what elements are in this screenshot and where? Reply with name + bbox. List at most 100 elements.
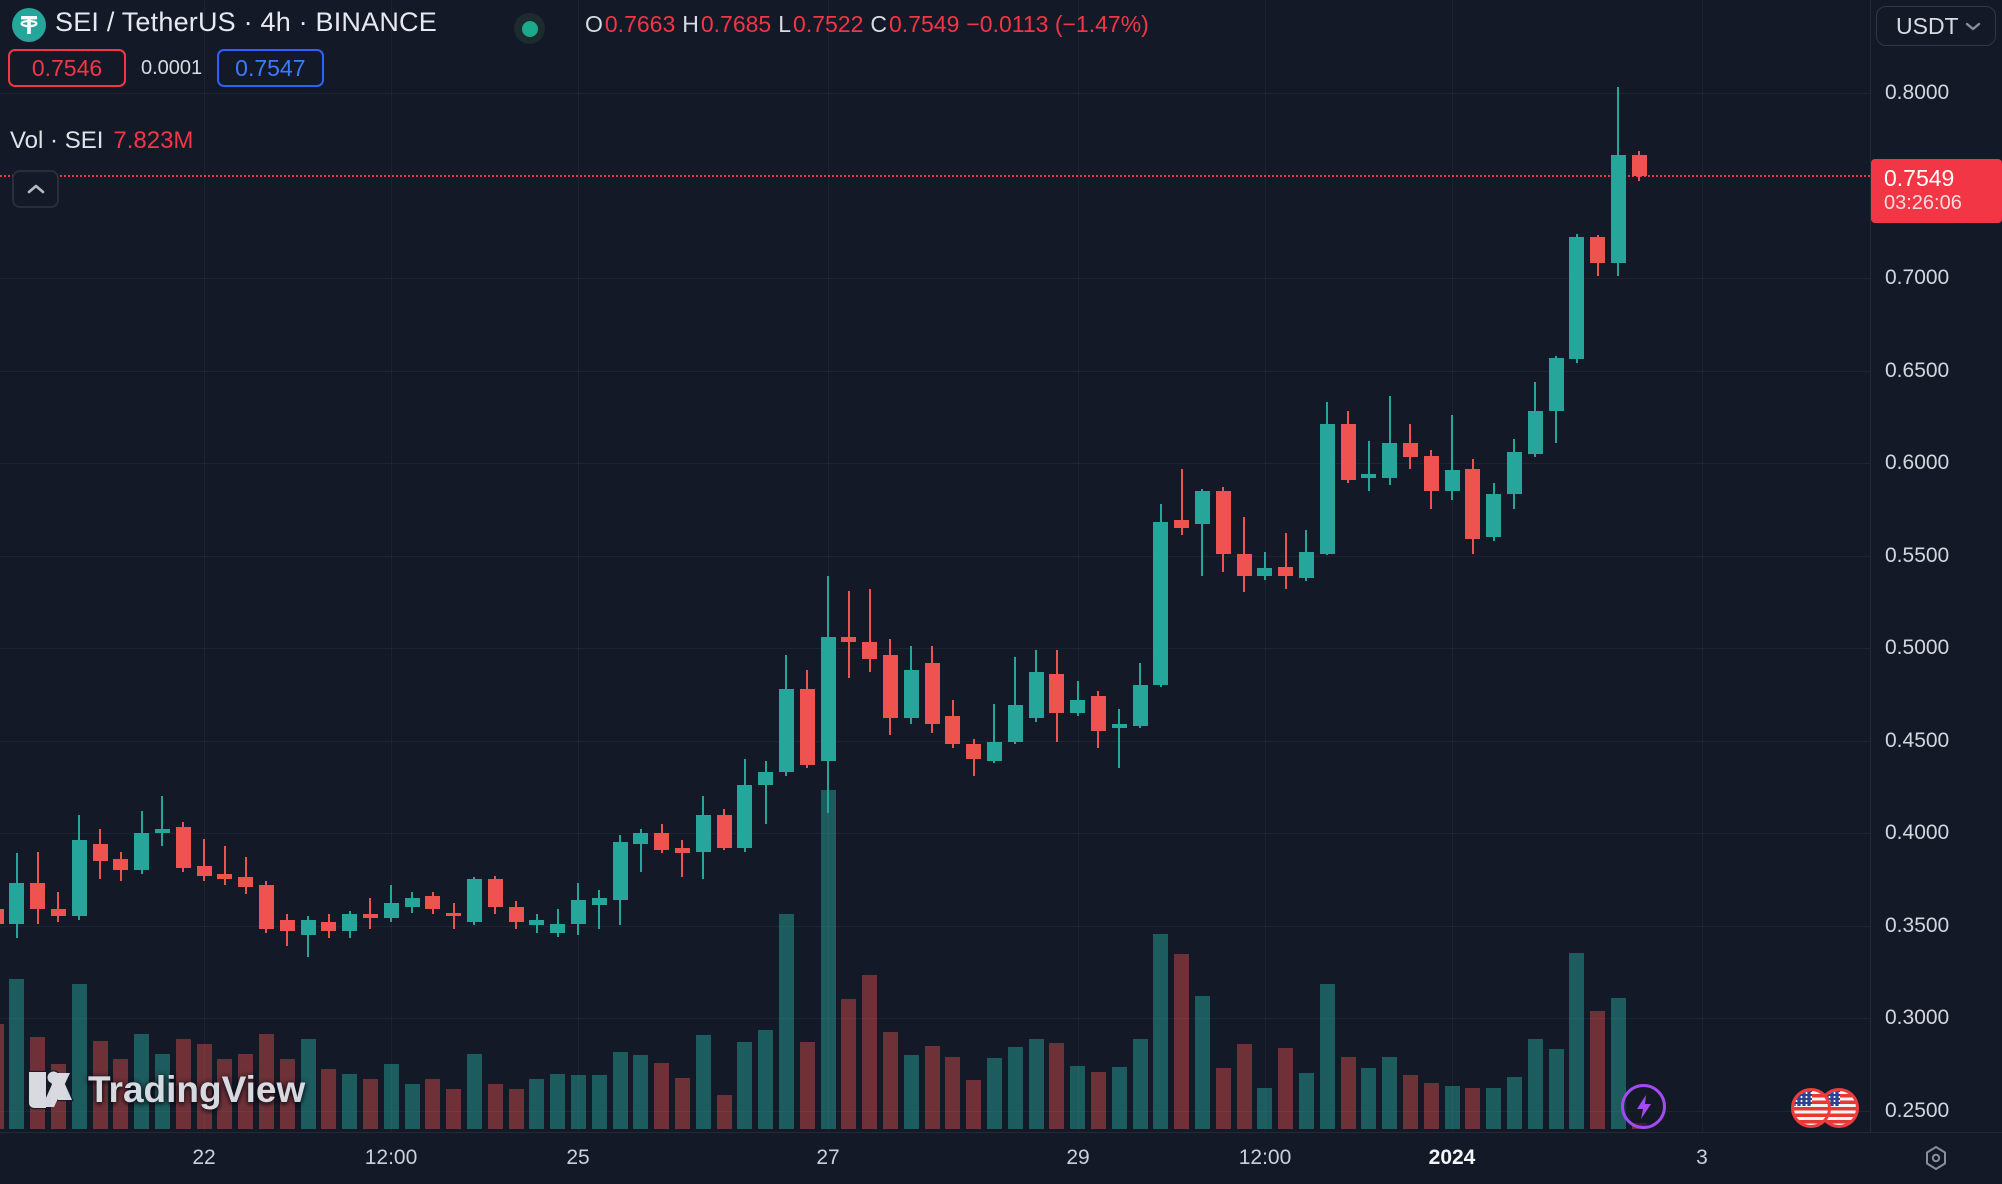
candle-body: [1194, 490, 1210, 525]
candle-body: [799, 688, 815, 765]
volume-bar: [1132, 1039, 1148, 1129]
candle-body: [1590, 237, 1606, 264]
candle-wick: [598, 890, 601, 930]
candle-body: [674, 847, 690, 854]
symbol-title[interactable]: SEI / TetherUS · 4h · BINANCE: [55, 7, 437, 37]
candle-body: [820, 636, 836, 761]
time-gridline: [1702, 0, 1703, 1132]
tradingview-logo-icon: [27, 1070, 74, 1110]
candle-wick: [639, 829, 642, 872]
candle-wick: [161, 796, 164, 846]
price-axis-label: 0.4500: [1885, 728, 1950, 752]
candle-body: [737, 784, 753, 848]
candle-body: [612, 842, 628, 900]
candle-body: [550, 923, 566, 933]
chevron-down-icon: [1965, 22, 1981, 30]
price-gridline: [0, 1018, 1870, 1019]
bid-button[interactable]: 0.7546: [8, 49, 126, 87]
volume-bar: [508, 1089, 524, 1129]
last-price-value: 0.7549: [1884, 165, 1955, 191]
market-flags[interactable]: [1791, 1088, 1861, 1128]
volume-bar: [342, 1074, 358, 1129]
time-gridline: [204, 0, 205, 1132]
candle-body: [862, 642, 878, 660]
candle-body: [1070, 699, 1086, 713]
candle-body: [1215, 490, 1231, 554]
volume-bar: [0, 1024, 4, 1129]
market-status-icon[interactable]: [514, 13, 545, 44]
candle-body: [570, 899, 586, 924]
price-axis-label: 0.6500: [1885, 358, 1950, 382]
price-gridline: [0, 833, 1870, 834]
collapse-legend-button[interactable]: [12, 170, 59, 208]
candle-body: [113, 858, 129, 870]
volume-label: Vol · SEI: [10, 127, 104, 154]
candle-body: [383, 903, 399, 919]
volume-bar: [862, 975, 878, 1129]
candle-body: [1548, 357, 1564, 412]
candle-body: [92, 844, 108, 861]
candle-body: [175, 827, 191, 869]
volume-bar: [1569, 953, 1585, 1129]
chart-canvas[interactable]: [0, 0, 1870, 1132]
volume-bar: [1215, 1068, 1231, 1129]
price-gridline: [0, 648, 1870, 649]
candle-body: [134, 833, 150, 870]
candle-wick: [1014, 657, 1017, 745]
ask-button[interactable]: 0.7547: [217, 49, 324, 87]
candle-body: [1028, 672, 1044, 719]
candle-body: [300, 919, 316, 935]
candle-body: [425, 895, 441, 909]
volume-bar: [1486, 1088, 1502, 1129]
candle-wick: [1367, 440, 1370, 491]
candle-wick: [57, 892, 60, 922]
candle-body: [1278, 566, 1294, 576]
candle-body: [1465, 468, 1481, 539]
price-gridline: [0, 370, 1870, 372]
volume-bar: [1111, 1067, 1127, 1129]
volume-bar: [258, 1034, 274, 1129]
volume-bar: [1298, 1073, 1314, 1129]
price-gridline: [0, 1110, 1870, 1112]
time-axis-settings-button[interactable]: [1921, 1143, 1951, 1173]
instant-trading-button[interactable]: [1621, 1084, 1666, 1129]
time-axis[interactable]: 22 12:00 25 27 29 12:00 2024 3: [0, 1132, 2002, 1184]
volume-bar: [1007, 1047, 1023, 1129]
time-axis-label: 12:00: [1238, 1146, 1292, 1169]
volume-bar: [1319, 984, 1335, 1129]
candle-wick: [993, 703, 996, 763]
candle-body: [154, 829, 170, 833]
candle-wick: [681, 840, 684, 878]
candle-body: [1319, 424, 1335, 554]
candle-body: [1402, 442, 1418, 458]
volume-bar: [9, 979, 25, 1129]
candle-body: [924, 662, 940, 724]
candle-wick: [556, 908, 559, 937]
volume-bar: [695, 1035, 711, 1129]
volume-bar: [1070, 1066, 1086, 1129]
price-gridline: [0, 463, 1870, 464]
candle-wick: [1076, 681, 1079, 717]
candle-body: [1111, 723, 1127, 728]
volume-bar: [612, 1052, 628, 1129]
volume-bar: [113, 1059, 129, 1129]
price-axis-label: 0.6000: [1885, 451, 1950, 474]
volume-bar: [1465, 1088, 1481, 1129]
low-value: 0.7522: [793, 11, 864, 37]
tradingview-watermark[interactable]: TradingView: [26, 1068, 305, 1112]
candle-wick: [1263, 551, 1266, 580]
volume-bar: [674, 1078, 690, 1129]
candle-wick: [847, 590, 850, 678]
volume-bar: [1278, 1048, 1294, 1129]
price-axis[interactable]: 0.8000 0.7000 0.6500 0.6000 0.5500 0.5000 0.45…: [1870, 0, 2002, 1132]
candle-body: [882, 655, 898, 719]
time-gridline: [828, 0, 829, 1132]
candle-body: [1132, 685, 1148, 726]
currency-dropdown[interactable]: USDT: [1876, 6, 1996, 46]
volume-bar: [966, 1080, 982, 1129]
time-gridline: [578, 0, 579, 1132]
open-label: O: [585, 11, 603, 37]
volume-bar: [1257, 1088, 1273, 1129]
volume-bar: [383, 1064, 399, 1129]
